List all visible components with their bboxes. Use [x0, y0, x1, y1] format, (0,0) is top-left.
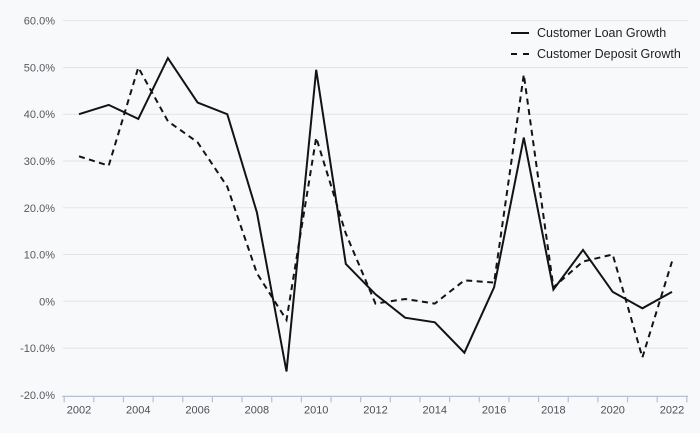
- x-tick-label: 2012: [363, 404, 387, 416]
- solid-line-swatch: [511, 32, 529, 34]
- y-tick-label: 20.0%: [24, 203, 55, 215]
- x-tick-label: 2018: [541, 404, 565, 416]
- x-tick-label: 2002: [67, 404, 91, 416]
- y-axis-labels: 60.0% 50.0% 40.0% 30.0% 20.0% 10.0% 0% -10.0% -2…: [20, 16, 55, 402]
- y-tick-label: 0%: [39, 296, 55, 308]
- y-tick-label: 60.0%: [24, 16, 55, 28]
- customer-deposit-growth-line: [78, 64, 673, 361]
- dashed-line-swatch: [511, 53, 529, 55]
- legend-item-customer-loan-growth: Customer Loan Growth: [511, 26, 681, 40]
- x-axis: [62, 395, 688, 403]
- legend-label-deposit: Customer Deposit Growth: [537, 47, 681, 61]
- y-tick-label: -20.0%: [20, 390, 55, 402]
- x-axis-labels: 2002 2004 2006 2008 2010 2012 2014 2016 2018 2020…: [67, 404, 684, 416]
- legend-label-loan: Customer Loan Growth: [537, 26, 667, 40]
- y-tick-label: -10.0%: [20, 343, 55, 355]
- x-tick-label: 2008: [245, 404, 269, 416]
- x-tick-label: 2014: [423, 404, 447, 416]
- y-tick-label: 50.0%: [24, 62, 55, 74]
- x-tick-label: 2004: [126, 404, 150, 416]
- x-tick-label: 2020: [600, 404, 624, 416]
- x-tick-label: 2010: [304, 404, 328, 416]
- gridlines: [63, 20, 688, 349]
- customer-loan-growth-line: [78, 56, 673, 372]
- x-tick-label: 2006: [185, 404, 209, 416]
- y-tick-label: 40.0%: [24, 109, 55, 121]
- y-tick-label: 30.0%: [24, 156, 55, 168]
- legend-item-customer-deposit-growth: Customer Deposit Growth: [511, 47, 681, 61]
- x-tick-label: 2022: [660, 404, 684, 416]
- data-series: [78, 56, 673, 372]
- y-tick-label: 10.0%: [24, 250, 55, 262]
- legend: Customer Loan Growth Customer Deposit Gr…: [511, 26, 681, 61]
- x-tick-label: 2016: [482, 404, 506, 416]
